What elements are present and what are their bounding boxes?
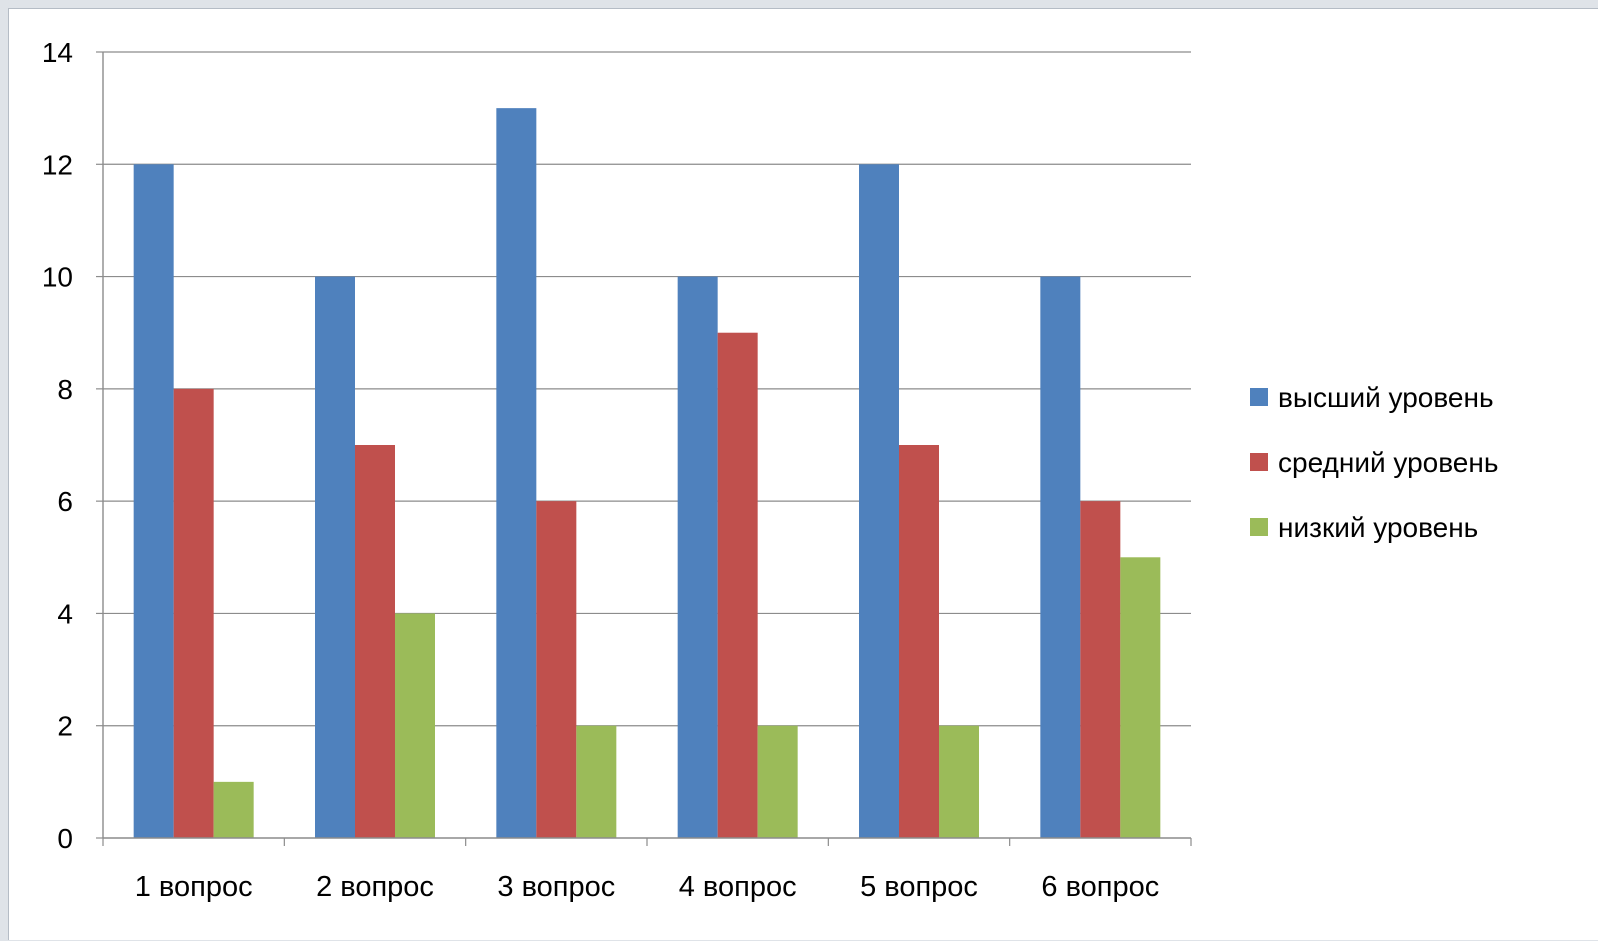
bar [133,164,174,839]
bar [757,725,798,838]
bar [899,445,939,838]
y-tick-label: 6 [57,486,73,517]
bar [576,725,617,838]
x-tick-label: 4 вопрос [679,871,797,903]
legend-label: средний уровень [1278,447,1498,478]
x-tick-label: 2 вопрос [316,871,434,903]
legend-label: низкий уровень [1278,512,1478,543]
bar [315,276,355,839]
y-tick-label: 2 [57,711,73,742]
bars [133,108,1161,839]
bar [173,388,214,838]
x-tick-label: 1 вопрос [135,871,253,903]
axes [96,51,1192,846]
y-tick-label: 0 [57,823,73,854]
legend-swatch [1250,453,1268,471]
bar [496,108,537,838]
bar [395,613,435,838]
x-tick-label: 3 вопрос [497,871,615,903]
x-tick-label: 6 вопрос [1041,871,1159,903]
bar [1120,557,1161,838]
bar [213,781,254,838]
gridlines [103,51,1191,727]
bar [859,164,899,839]
legend-swatch [1250,518,1268,536]
legend-swatch [1250,388,1268,406]
bar [355,445,395,838]
y-tick-label: 8 [57,374,73,405]
legend-label: высший уровень [1278,382,1494,413]
bar [1080,501,1121,838]
x-tick-label: 5 вопрос [860,871,978,903]
y-tick-label: 4 [57,598,73,629]
bar [1040,276,1081,839]
bar [717,332,758,838]
y-tick-labels: 0 2 4 6 8 10 12 14 [42,37,73,854]
bar [677,276,718,839]
x-tick-labels: 1 вопрос 2 вопрос 3 вопрос 4 вопрос 5 вопрос… [135,871,1160,903]
bar [536,501,577,838]
y-tick-label: 14 [42,37,73,68]
bar [939,725,979,838]
y-tick-label: 10 [42,262,73,293]
legend: высший уровень средний уровень низкий уров… [1250,382,1498,543]
y-tick-label: 12 [42,149,73,180]
bar-chart: 0 2 4 6 8 10 12 14 1 вопрос 2 вопрос 3 вопрос 4 во… [42,37,1499,903]
chart-frame: 0 2 4 6 8 10 12 14 1 вопрос 2 вопрос 3 вопрос 4 во… [8,8,1598,940]
